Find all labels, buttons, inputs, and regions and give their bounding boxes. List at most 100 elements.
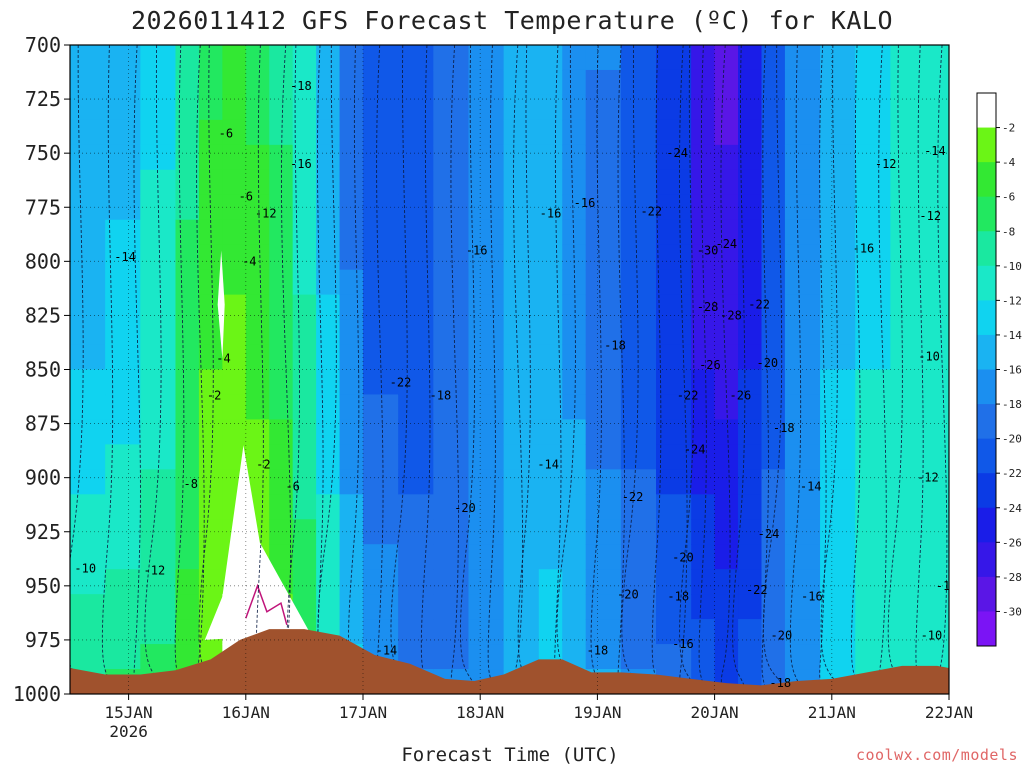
temperature-cell [620, 45, 657, 71]
temperature-cell [245, 119, 270, 146]
temperature-cell [175, 269, 200, 296]
contour-label: -22 [640, 205, 662, 219]
temperature-cell [656, 45, 692, 71]
temperature-cell [339, 219, 364, 246]
temperature-cell [339, 369, 364, 396]
temperature-cell [503, 394, 540, 421]
colorbar-swatch [977, 438, 996, 474]
temperature-cell [585, 369, 622, 396]
temperature-cell [398, 369, 434, 396]
temperature-cell [714, 144, 739, 171]
temperature-cell [538, 394, 563, 421]
temperature-cell [140, 144, 177, 171]
temperature-cell [105, 444, 141, 470]
isotherm-line [789, 45, 802, 694]
temperature-cell [562, 119, 587, 146]
temperature-cell [70, 244, 106, 271]
temperature-cell [714, 619, 739, 645]
temperature-cell [245, 169, 270, 196]
temperature-cell [503, 219, 540, 246]
temperature-cell [339, 94, 364, 121]
temperature-cell [316, 519, 341, 545]
contour-label: -14 [800, 479, 822, 493]
colorbar-swatch [977, 404, 996, 440]
temperature-cell [363, 219, 399, 246]
temperature-cell [855, 194, 891, 221]
temperature-cell [738, 119, 763, 146]
temperature-cell [820, 569, 856, 595]
y-tick-label: 800 [25, 249, 61, 273]
temperature-cell [363, 69, 399, 96]
temperature-cell [738, 619, 763, 645]
temperature-cell [70, 144, 106, 171]
temperature-cell [339, 169, 364, 196]
x-year-label: 2026 [109, 722, 148, 741]
colorbar-label: -4 [1002, 156, 1016, 169]
temperature-cell [738, 544, 763, 570]
temperature-cell [620, 469, 657, 495]
colorbar-label: -24 [1002, 502, 1022, 515]
temperature-cell [222, 69, 247, 96]
temperature-cell [562, 494, 587, 520]
temperature-cell [105, 494, 141, 520]
temperature-cell [925, 469, 949, 495]
isotherm-line [590, 45, 603, 694]
contour-label: -20 [672, 551, 694, 565]
colorbar-label: -10 [1002, 260, 1022, 273]
temperature-cell [562, 169, 587, 196]
x-tick-label: 21JAN [808, 703, 856, 722]
temperature-cell [855, 244, 891, 271]
temperature-cell [363, 194, 399, 221]
contour-label: -2 [256, 458, 270, 472]
temperature-cell [398, 619, 434, 645]
temperature-cell [398, 444, 434, 470]
contour-label: -12 [917, 471, 939, 485]
temperature-cell [820, 369, 856, 396]
temperature-cell [890, 469, 927, 495]
temperature-cell [714, 69, 739, 96]
temperature-cell [222, 269, 247, 296]
y-tick-label: 950 [25, 574, 61, 598]
temperature-cell [585, 94, 622, 121]
temperature-cell [292, 294, 317, 321]
temperature-cell [656, 619, 692, 645]
temperature-cell [363, 519, 399, 545]
temperature-cell [433, 294, 470, 321]
contour-label: -14 [537, 458, 559, 472]
temperature-cell [503, 544, 540, 570]
temperature-cell [585, 45, 622, 71]
temperature-cell [468, 444, 505, 470]
temperature-cell [292, 319, 317, 346]
colorbar-label: -2 [1002, 122, 1015, 135]
isotherm-line [820, 45, 841, 694]
temperature-cell [292, 244, 317, 271]
temperature-cell [761, 419, 786, 445]
temperature-cell [585, 269, 622, 296]
temperature-cell [433, 594, 470, 620]
temperature-cell [585, 469, 622, 495]
temperature-cell [738, 69, 763, 96]
temperature-cell [70, 119, 106, 146]
temperature-cell [198, 119, 223, 146]
temperature-cell [855, 119, 891, 146]
temperature-cell [820, 494, 856, 520]
temperature-cell [538, 344, 563, 371]
temperature-cell [761, 444, 786, 470]
temperature-cell [714, 494, 739, 520]
temperature-cell [890, 119, 927, 146]
temperature-cell [70, 544, 106, 570]
temperature-cell [538, 69, 563, 96]
temperature-cell [925, 494, 949, 520]
temperature-cell [620, 344, 657, 371]
temperature-cell [925, 344, 949, 371]
temperature-cell [269, 544, 294, 570]
temperature-cell [433, 269, 470, 296]
temperature-cell [691, 144, 716, 171]
temperature-cell [503, 569, 540, 595]
temperature-cell [585, 569, 622, 595]
temperature-cell [398, 344, 434, 371]
temperature-cell [363, 45, 399, 71]
temperature-cell [503, 619, 540, 645]
temperature-cell [925, 594, 949, 620]
